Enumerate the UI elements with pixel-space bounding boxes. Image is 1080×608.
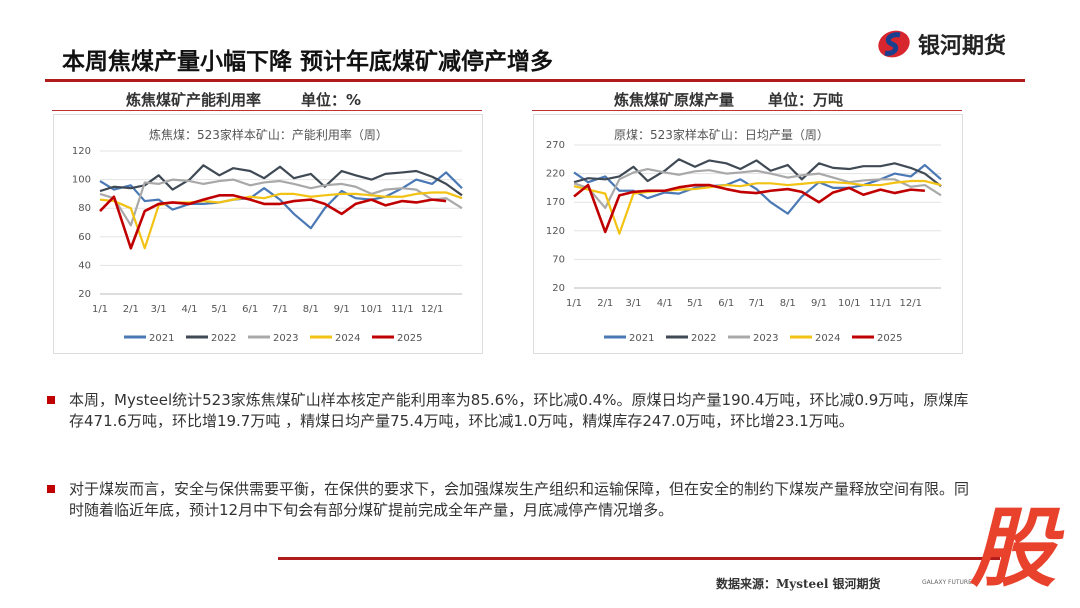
series-line-2025 (99, 194, 447, 250)
chart1: 炼焦煤：523家样本矿山：产能利用率（周） 20 40 60 80 100 120 1/1 2… (53, 114, 483, 354)
chart2-divider (532, 110, 962, 111)
x-tick-label: 1/1 (92, 304, 108, 315)
x-tick-label: 6/1 (242, 304, 258, 315)
chart2-title: 原煤：523家样本矿山：日均产量（周） (614, 128, 829, 142)
x-tick-label: 12/1 (421, 304, 443, 315)
y-tick-label: 270 (546, 140, 565, 151)
galaxy-logo-icon (878, 30, 910, 58)
x-tick-label: 3/1 (625, 298, 641, 309)
y-tick-label: 60 (78, 232, 91, 243)
bullet-2: 对于煤炭而言，安全与保供需要平衡，在保供的要求下，会加强煤炭生产组织和运输保障，… (47, 479, 977, 521)
x-tick-label: 1/1 (566, 298, 582, 309)
chart2: 原煤：523家样本矿山：日均产量（周） 20 70 120 170 220 270 1/1 2… (533, 114, 963, 354)
x-tick-label: 5/1 (211, 304, 227, 315)
x-tick-label: 8/1 (780, 298, 796, 309)
x-tick-label: 2/1 (123, 304, 139, 315)
y-tick-label: 40 (78, 260, 91, 271)
chart1-title: 炼焦煤：523家样本矿山：产能利用率（周） (149, 128, 388, 142)
chart1-heading: 炼焦煤矿产能利用率 单位：% (126, 91, 362, 109)
bullet-1: 本周，Mysteel统计523家炼焦煤矿山样本核定产能利用率为85.6%，环比减… (47, 390, 977, 432)
x-tick-label: 10/1 (360, 304, 382, 315)
legend-label-2024: 2024 (335, 333, 360, 344)
y-tick-label: 120 (546, 226, 565, 237)
y-tick-label: 120 (72, 146, 91, 157)
y-tick-label: 220 (546, 169, 565, 180)
x-tick-label: 6/1 (718, 298, 734, 309)
x-tick-label: 7/1 (748, 298, 764, 309)
x-tick-label: 12/1 (900, 298, 922, 309)
data-source: 数据来源：Mysteel 银河期货 (716, 577, 881, 591)
legend-label-2023: 2023 (753, 333, 778, 344)
legend-label-2021: 2021 (149, 333, 174, 344)
series-line-2023 (99, 178, 463, 227)
x-tick-label: 3/1 (151, 304, 167, 315)
x-tick-label: 4/1 (181, 304, 197, 315)
x-tick-label: 11/1 (869, 298, 891, 309)
series-line-2022 (99, 164, 463, 197)
x-tick-label: 7/1 (272, 304, 288, 315)
x-tick-label: 11/1 (391, 304, 413, 315)
legend-label-2022: 2022 (691, 333, 716, 344)
y-tick-label: 80 (78, 203, 91, 214)
chart2-heading: 炼焦煤矿原煤产量 单位：万吨 (614, 91, 844, 109)
footer-divider (278, 557, 1000, 560)
legend-label-2025: 2025 (397, 333, 422, 344)
x-tick-label: 9/1 (811, 298, 827, 309)
chart1-plot: 20 40 60 80 100 120 1/1 2/1 3/1 4/1 5/1 6/1 7/1 8/1 9/… (72, 146, 463, 344)
footer-brand: GALAXY FUTURES (922, 579, 976, 586)
y-tick-label: 170 (546, 197, 565, 208)
bullet-marker-icon (47, 396, 55, 404)
watermark: 股 (970, 499, 1056, 599)
bullet-marker-icon (47, 485, 55, 493)
series-line-2022 (573, 158, 942, 188)
x-tick-label: 10/1 (838, 298, 860, 309)
legend-label-2021: 2021 (629, 333, 654, 344)
y-tick-label: 20 (552, 283, 565, 294)
series-line-2024 (573, 179, 942, 235)
legend-label-2024: 2024 (815, 333, 840, 344)
slide-title: 本周焦煤产量小幅下降 预计年底煤矿减停产增多 (62, 49, 554, 75)
x-tick-label: 8/1 (303, 304, 319, 315)
x-tick-label: 5/1 (687, 298, 703, 309)
legend-label-2022: 2022 (211, 333, 236, 344)
title-divider (45, 79, 1025, 82)
logo: 银河期货 (876, 28, 1006, 60)
chart2-plot: 20 70 120 170 220 270 1/1 2/1 3/1 4/1 5/1 6/1 7/1 8/1… (546, 140, 942, 344)
legend-label-2023: 2023 (273, 333, 298, 344)
series-line-2023 (573, 167, 942, 210)
y-tick-label: 100 (72, 175, 91, 186)
y-tick-label: 20 (78, 289, 91, 300)
chart1-divider (52, 110, 482, 111)
x-tick-label: 4/1 (657, 298, 673, 309)
x-tick-label: 9/1 (334, 304, 350, 315)
logo-text: 银河期货 (918, 34, 1007, 59)
x-tick-label: 2/1 (597, 298, 613, 309)
series-line-2025 (573, 183, 925, 234)
y-tick-label: 70 (552, 254, 565, 265)
legend-label-2025: 2025 (877, 333, 902, 344)
